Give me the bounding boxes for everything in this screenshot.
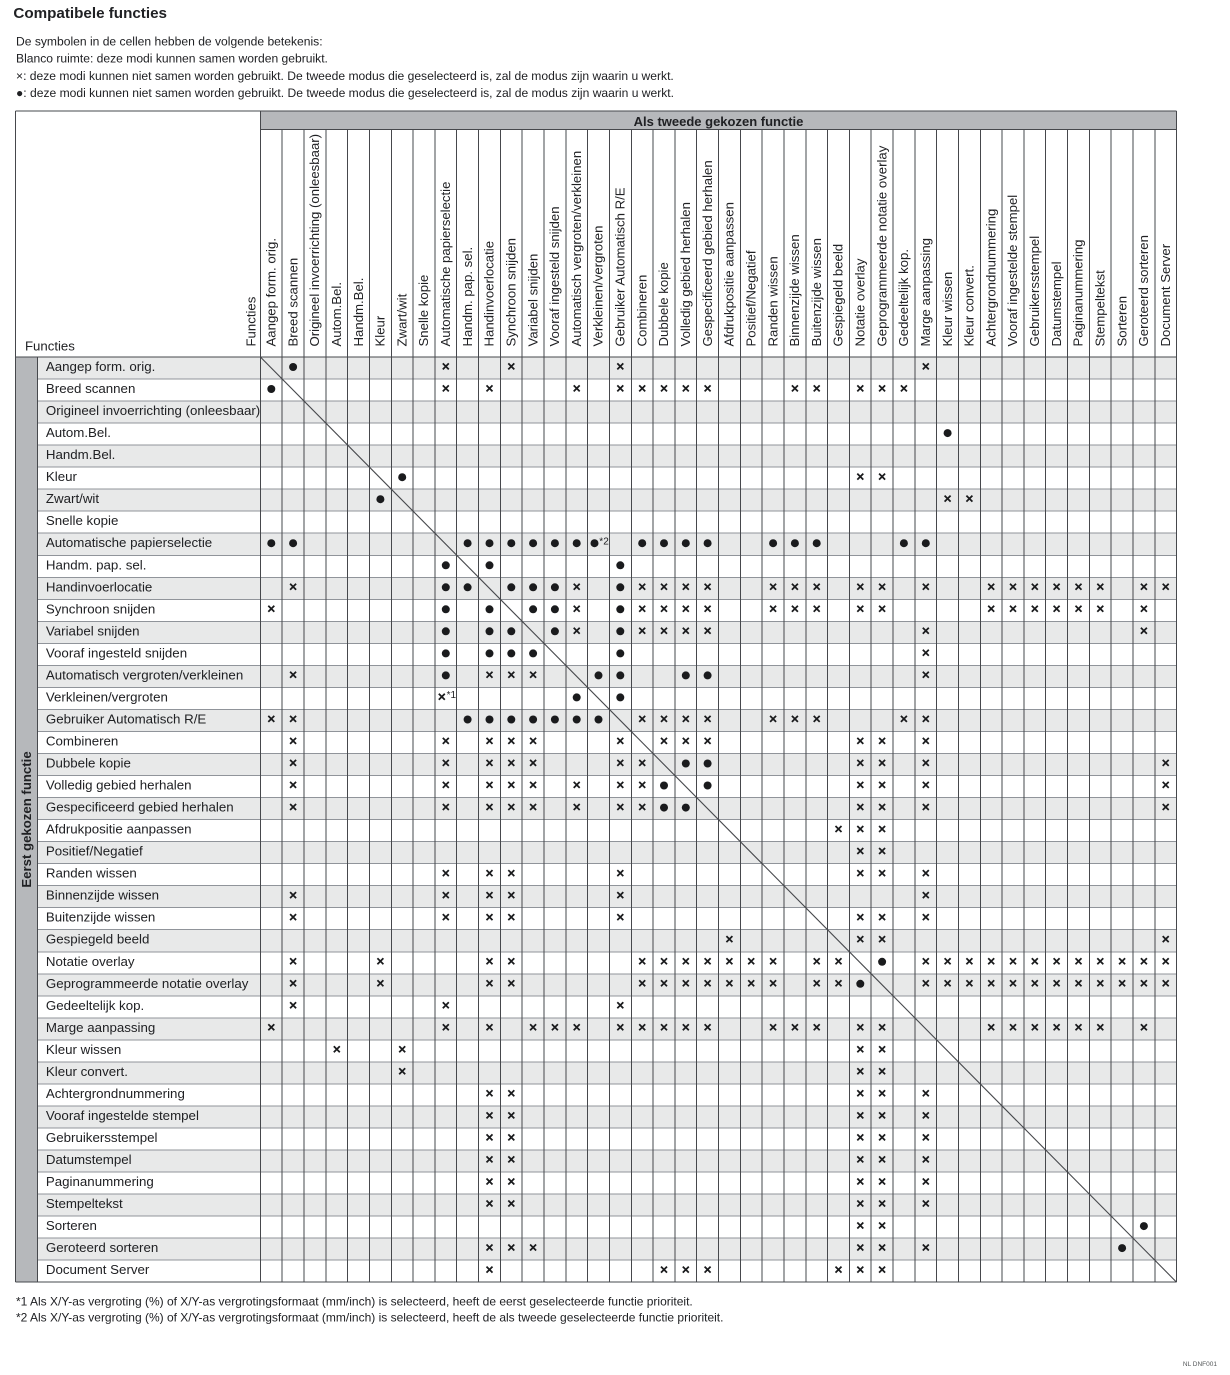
svg-text:Automatische papierselectie: Automatische papierselectie xyxy=(438,182,453,347)
svg-text:Achtergrondnummering: Achtergrondnummering xyxy=(46,1086,185,1101)
svg-text:Verkleinen/vergroten: Verkleinen/vergroten xyxy=(591,226,606,347)
svg-text:Positief/Negatief: Positief/Negatief xyxy=(743,250,758,346)
svg-text:Kleur convert.: Kleur convert. xyxy=(46,1064,128,1079)
svg-text:Autom.Bel.: Autom.Bel. xyxy=(329,282,344,347)
svg-text:Kleur: Kleur xyxy=(373,315,388,346)
svg-text:Kleur: Kleur xyxy=(46,469,78,484)
svg-text:Origineel invoerrichting (onle: Origineel invoerrichting (onleesbaar) xyxy=(307,134,322,347)
svg-text:Document Server: Document Server xyxy=(1158,243,1173,346)
svg-text:Gespiegeld beeld: Gespiegeld beeld xyxy=(831,244,846,347)
svg-text:Autom.Bel.: Autom.Bel. xyxy=(46,425,111,440)
svg-text:Gebruikersstempel: Gebruikersstempel xyxy=(46,1130,158,1145)
svg-text:Vooraf ingestelde stempel: Vooraf ingestelde stempel xyxy=(1005,195,1020,347)
svg-text:Zwart/wit: Zwart/wit xyxy=(46,491,99,506)
svg-text:Synchroon snijden: Synchroon snijden xyxy=(46,601,155,616)
svg-text:Dubbele kopie: Dubbele kopie xyxy=(46,756,131,771)
svg-text:Handm.Bel.: Handm.Bel. xyxy=(351,278,366,347)
svg-text:Buitenzijde wissen: Buitenzijde wissen xyxy=(46,910,155,925)
svg-text:Vooraf ingestelde stempel: Vooraf ingestelde stempel xyxy=(46,1108,199,1123)
svg-text:Kleur wissen: Kleur wissen xyxy=(46,1042,121,1057)
svg-text:Marge aanpassing: Marge aanpassing xyxy=(46,1020,155,1035)
svg-text:Variabel snijden: Variabel snijden xyxy=(525,254,540,347)
svg-text:Binnenzijde wissen: Binnenzijde wissen xyxy=(46,888,159,903)
svg-text:Eerst gekozen functie: Eerst gekozen functie xyxy=(19,751,34,887)
svg-text:Combineren: Combineren xyxy=(46,734,118,749)
svg-text:Sorteren: Sorteren xyxy=(46,1218,97,1233)
svg-text:Sorteren: Sorteren xyxy=(1114,296,1129,347)
svg-text:Functies: Functies xyxy=(25,338,75,353)
svg-text:Gebruiker Automatisch R/E: Gebruiker Automatisch R/E xyxy=(46,712,206,727)
svg-text:Handinvoerlocatie: Handinvoerlocatie xyxy=(46,579,152,594)
svg-text:Zwart/wit: Zwart/wit xyxy=(394,293,409,346)
svg-text:Paginanummering: Paginanummering xyxy=(46,1174,154,1189)
svg-text:Afdrukpositie aanpassen: Afdrukpositie aanpassen xyxy=(46,822,192,837)
svg-text:Aangep form. orig.: Aangep form. orig. xyxy=(46,359,155,374)
svg-text:Marge aanpassing: Marge aanpassing xyxy=(918,238,933,347)
svg-text:*2: *2 xyxy=(599,536,609,547)
svg-text:Kleur convert.: Kleur convert. xyxy=(962,265,977,346)
svg-text:Gedeeltelijk kop.: Gedeeltelijk kop. xyxy=(46,998,144,1013)
svg-text:Notatie overlay: Notatie overlay xyxy=(853,258,868,346)
svg-text:*1: *1 xyxy=(447,690,457,701)
svg-text:Kleur wissen: Kleur wissen xyxy=(940,272,955,347)
svg-text:Paginanummering: Paginanummering xyxy=(1071,239,1086,346)
svg-text:Randen wissen: Randen wissen xyxy=(765,256,780,346)
svg-text:×: deze modi kunnen niet samen: ×: deze modi kunnen niet samen worden ge… xyxy=(16,69,674,83)
svg-text:Vooraf ingesteld snijden: Vooraf ingesteld snijden xyxy=(547,206,562,346)
svg-text:Gebruikersstempel: Gebruikersstempel xyxy=(1027,236,1042,347)
svg-text:De symbolen in de cellen hebbe: De symbolen in de cellen hebben de volge… xyxy=(16,35,323,49)
svg-text:Gespecificeerd gebied herhalen: Gespecificeerd gebied herhalen xyxy=(700,160,715,346)
svg-text:Verkleinen/vergroten: Verkleinen/vergroten xyxy=(46,689,168,704)
svg-text:Afdrukpositie aanpassen: Afdrukpositie aanpassen xyxy=(722,202,737,346)
svg-text:Geroteerd sorteren: Geroteerd sorteren xyxy=(1136,235,1151,346)
svg-text:Notatie overlay: Notatie overlay xyxy=(46,954,135,969)
svg-text:Handinvoerlocatie: Handinvoerlocatie xyxy=(482,241,497,347)
svg-text:Breed scannen: Breed scannen xyxy=(46,381,135,396)
svg-text:Synchroon snijden: Synchroon snijden xyxy=(504,238,519,347)
svg-text:Als tweede gekozen functie: Als tweede gekozen functie xyxy=(634,114,804,129)
svg-text:Document Server: Document Server xyxy=(46,1262,150,1277)
svg-text:Dubbele kopie: Dubbele kopie xyxy=(656,262,671,346)
svg-text:NL DNF001: NL DNF001 xyxy=(1183,1361,1217,1368)
svg-text:Geprogrammeerde notatie overla: Geprogrammeerde notatie overlay xyxy=(874,145,889,346)
svg-text:Origineel invoerrichting (onle: Origineel invoerrichting (onleesbaar) xyxy=(46,403,260,418)
svg-text:Gespecificeerd gebied herhalen: Gespecificeerd gebied herhalen xyxy=(46,800,234,815)
svg-text:Compatibele functies: Compatibele functies xyxy=(13,5,167,22)
svg-text:Handm. pap. sel.: Handm. pap. sel. xyxy=(460,247,475,347)
svg-text:Gebruiker Automatisch R/E: Gebruiker Automatisch R/E xyxy=(613,187,628,346)
svg-text:Volledig gebied herhalen: Volledig gebied herhalen xyxy=(678,202,693,346)
svg-text:Datumstempel: Datumstempel xyxy=(46,1152,132,1167)
svg-text:Achtergrondnummering: Achtergrondnummering xyxy=(983,209,998,347)
svg-text:Handm. pap. sel.: Handm. pap. sel. xyxy=(46,557,147,572)
svg-text:Randen wissen: Randen wissen xyxy=(46,866,137,881)
svg-text:Volledig gebied herhalen: Volledig gebied herhalen xyxy=(46,778,192,793)
svg-text:Geroteerd sorteren: Geroteerd sorteren xyxy=(46,1240,158,1255)
svg-text:Handm.Bel.: Handm.Bel. xyxy=(46,447,115,462)
svg-text:Geprogrammeerde notatie overla: Geprogrammeerde notatie overlay xyxy=(46,976,249,991)
svg-text:Binnenzijde wissen: Binnenzijde wissen xyxy=(787,234,802,346)
svg-text:Aangep form. orig.: Aangep form. orig. xyxy=(264,238,279,347)
svg-text:Positief/Negatief: Positief/Negatief xyxy=(46,844,143,859)
svg-text:Automatisch vergroten/verklein: Automatisch vergroten/verkleinen xyxy=(569,151,584,347)
svg-text:Breed scannen: Breed scannen xyxy=(285,258,300,347)
svg-text:Functies: Functies xyxy=(244,296,259,346)
svg-text:Snelle kopie: Snelle kopie xyxy=(46,513,118,528)
svg-text:Buitenzijde wissen: Buitenzijde wissen xyxy=(809,238,824,347)
svg-text:Blanco ruimte: deze modi kunne: Blanco ruimte: deze modi kunnen samen wo… xyxy=(16,52,328,66)
svg-text:Gespiegeld beeld: Gespiegeld beeld xyxy=(46,932,149,947)
svg-text:Stempeltekst: Stempeltekst xyxy=(1093,270,1108,347)
svg-text:Variabel snijden: Variabel snijden xyxy=(46,623,140,638)
svg-text:*1 Als X/Y-as vergroting (%) o: *1 Als X/Y-as vergroting (%) of X/Y-as v… xyxy=(16,1294,693,1308)
svg-text:Combineren: Combineren xyxy=(634,275,649,347)
svg-text:Datumstempel: Datumstempel xyxy=(1049,261,1064,346)
svg-text:Automatisch vergroten/verklein: Automatisch vergroten/verkleinen xyxy=(46,667,243,682)
svg-text:Vooraf ingesteld snijden: Vooraf ingesteld snijden xyxy=(46,645,187,660)
svg-text:Snelle kopie: Snelle kopie xyxy=(416,275,431,347)
svg-text:Stempeltekst: Stempeltekst xyxy=(46,1196,123,1211)
svg-text:Automatische papierselectie: Automatische papierselectie xyxy=(46,535,212,550)
svg-text:Gedeeltelijk kop.: Gedeeltelijk kop. xyxy=(896,249,911,347)
svg-text:●: deze modi kunnen niet samen: ●: deze modi kunnen niet samen worden ge… xyxy=(16,86,674,100)
svg-text:*2 Als X/Y-as vergroting (%) o: *2 Als X/Y-as vergroting (%) of X/Y-as v… xyxy=(16,1311,723,1325)
